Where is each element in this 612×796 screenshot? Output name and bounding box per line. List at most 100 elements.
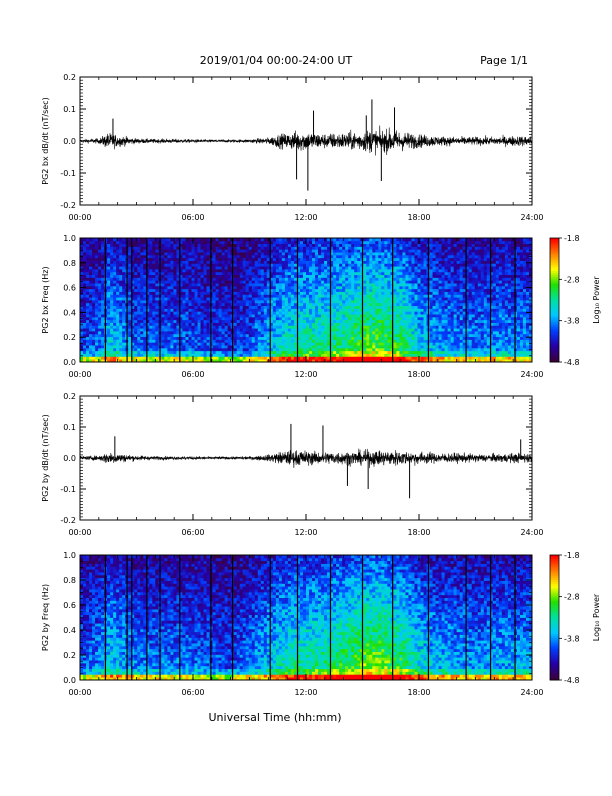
- spectrogram-cell: [119, 331, 122, 334]
- spectrogram-cell: [152, 314, 155, 317]
- spectrogram-cell: [222, 337, 225, 340]
- spectrogram-cell: [321, 255, 324, 258]
- spectrogram-cell: [155, 339, 158, 342]
- spectrogram-cell: [228, 325, 231, 328]
- spectrogram-cell: [128, 348, 131, 351]
- spectrogram-cell: [92, 272, 95, 275]
- spectrogram-cell: [225, 311, 228, 314]
- spectrogram-cell: [339, 272, 342, 275]
- spectrogram-cell: [234, 283, 237, 286]
- spectrogram-cell: [294, 311, 297, 314]
- spectrogram-cell: [282, 320, 285, 323]
- spectrogram-cell: [288, 300, 291, 303]
- spectrogram-cell: [89, 311, 92, 314]
- spectrogram-cell: [393, 328, 396, 331]
- spectrogram-cell: [285, 283, 288, 286]
- spectrogram-cell: [348, 286, 351, 289]
- spectrogram-cell: [291, 252, 294, 255]
- spectrogram-cell: [312, 348, 315, 351]
- spectrogram-cell: [369, 252, 372, 255]
- spectrogram-cell: [300, 339, 303, 342]
- spectrogram-cell: [185, 334, 188, 337]
- spectrogram-cell: [83, 342, 86, 345]
- spectrogram-cell: [321, 241, 324, 244]
- spectrogram-cell: [198, 280, 201, 283]
- spectrogram-cell: [291, 314, 294, 317]
- spectrogram-cell: [309, 283, 312, 286]
- spectrogram-cell: [384, 328, 387, 331]
- spectrogram-cell: [288, 323, 291, 326]
- spectrogram-cell: [288, 289, 291, 292]
- spectrogram-cell: [303, 320, 306, 323]
- spectrogram-cell: [276, 354, 279, 357]
- spectrogram-cell: [294, 241, 297, 244]
- spectrogram-cell: [318, 331, 321, 334]
- spectrogram-cell: [167, 246, 170, 249]
- spectrogram-cell: [264, 277, 267, 280]
- spectrogram-cell: [255, 311, 258, 314]
- spectrogram-cell: [324, 266, 327, 269]
- spectrogram-cell: [312, 306, 315, 309]
- spectrogram-cell: [134, 331, 137, 334]
- spectrogram-cell: [372, 258, 375, 261]
- spectrogram-cell: [167, 348, 170, 351]
- spectrogram-cell: [237, 337, 240, 340]
- spectrogram-cell: [246, 300, 249, 303]
- spectrogram-cell: [188, 249, 191, 252]
- spectrogram-cell: [318, 308, 321, 311]
- spectrogram-cell: [252, 337, 255, 340]
- spectrogram-cell: [387, 275, 390, 278]
- spectrogram-cell: [122, 249, 125, 252]
- spectrogram-cell: [137, 348, 140, 351]
- spectrogram-cell: [219, 317, 222, 320]
- spectrogram-cell: [306, 337, 309, 340]
- spectrogram-cell: [381, 337, 384, 340]
- spectrogram-cell: [339, 252, 342, 255]
- spectrogram-cell: [116, 289, 119, 292]
- spectrogram-cell: [276, 314, 279, 317]
- spectrogram-cell: [309, 266, 312, 269]
- spectrogram-cell: [222, 280, 225, 283]
- spectrogram-cell: [324, 289, 327, 292]
- spectrogram-cell: [243, 325, 246, 328]
- spectrogram-cell: [207, 249, 210, 252]
- spectrogram-cell: [276, 331, 279, 334]
- spectrogram-cell: [149, 354, 152, 357]
- spectrogram-cell: [237, 354, 240, 357]
- spectrogram-cell: [164, 252, 167, 255]
- spectrogram-cell: [170, 280, 173, 283]
- spectrogram-cell: [219, 328, 222, 331]
- spectrogram-cell: [225, 320, 228, 323]
- spectrogram-cell: [140, 334, 143, 337]
- spectrogram-cell: [95, 263, 98, 266]
- spectrogram-cell: [83, 314, 86, 317]
- spectrogram-cell: [86, 345, 89, 348]
- spectrogram-cell: [378, 255, 381, 258]
- spectrogram-cell: [113, 266, 116, 269]
- spectrogram-cell: [195, 348, 198, 351]
- spectrogram-cell: [282, 266, 285, 269]
- spectrogram-cell: [372, 356, 375, 359]
- spectrogram-cell: [255, 348, 258, 351]
- spectrogram-cell: [363, 280, 366, 283]
- spectrogram-cell: [288, 320, 291, 323]
- spectrogram-cell: [167, 280, 170, 283]
- spectrogram-cell: [164, 241, 167, 244]
- spectrogram-cell: [164, 356, 167, 359]
- spectrogram-cell: [324, 261, 327, 264]
- spectrogram-cell: [315, 275, 318, 278]
- spectrogram-cell: [149, 255, 152, 258]
- spectrogram-cell: [152, 269, 155, 272]
- spectrogram-cell: [134, 261, 137, 264]
- spectrogram-cell: [83, 244, 86, 247]
- spectrogram-cell: [101, 244, 104, 247]
- spectrogram-cell: [273, 269, 276, 272]
- spectrogram-cell: [369, 348, 372, 351]
- spectrogram-cell: [228, 280, 231, 283]
- spectrogram-cell: [237, 317, 240, 320]
- spectrogram-cell: [167, 328, 170, 331]
- spectrogram-cell: [396, 289, 399, 292]
- spectrogram-cell: [167, 294, 170, 297]
- spectrogram-cell: [234, 272, 237, 275]
- spectrogram-cell: [191, 252, 194, 255]
